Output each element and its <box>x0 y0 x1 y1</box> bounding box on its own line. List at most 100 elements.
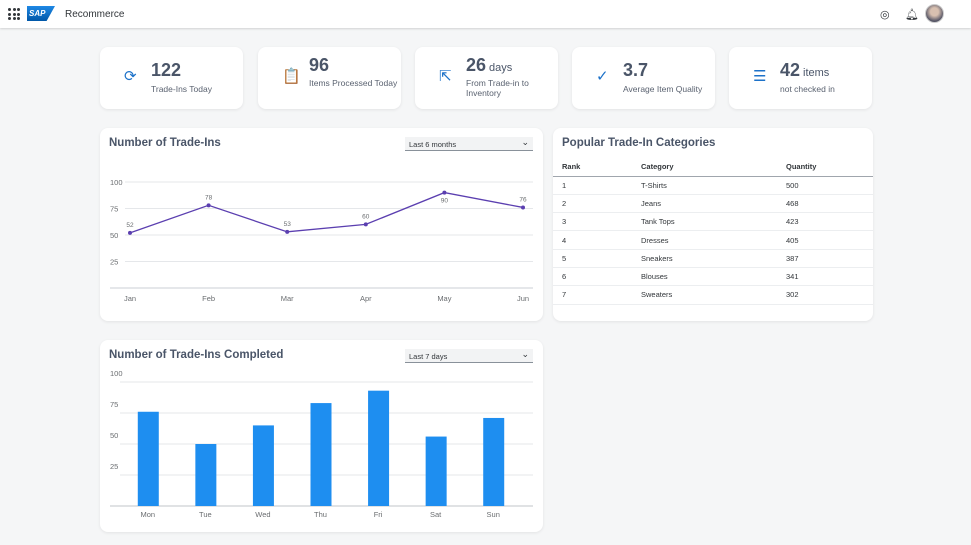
refresh-icon: ⟳ <box>124 68 137 85</box>
y-tick-label: 50 <box>110 431 118 440</box>
panel-title: Number of Trade-Ins Completed <box>109 349 284 361</box>
table-cell: 3 <box>553 212 641 232</box>
table-cell: Tank Tops <box>641 212 786 232</box>
kpi-value: 122 <box>151 60 184 81</box>
table-cell: 387 <box>786 249 873 268</box>
data-point <box>442 190 447 195</box>
bar <box>368 390 390 506</box>
kpi-number: 122 <box>151 60 182 80</box>
kpi-card[interactable]: ⇱ 26 days From Trade-in to Inventory <box>415 47 558 109</box>
x-tick-label: Sun <box>487 510 500 519</box>
kpi-value: 26 days <box>466 55 512 76</box>
data-label: 90 <box>441 198 449 205</box>
kpi-unit: items <box>803 67 830 79</box>
table-row[interactable]: 1 T-Shirts 500 <box>553 176 873 195</box>
clipboard-list-icon: ☰ <box>753 68 767 85</box>
check-circle-icon: ✓ <box>596 68 609 85</box>
data-point <box>363 222 368 227</box>
clipboard-check-icon: 📋 <box>282 68 301 85</box>
x-tick-label: Feb <box>202 294 215 303</box>
column-header[interactable]: Rank <box>553 158 641 177</box>
table-cell: 2 <box>553 194 641 214</box>
table-cell: 302 <box>786 285 873 305</box>
series-line <box>129 191 524 234</box>
select-value: Last 7 days <box>409 352 448 361</box>
table-cell: Dresses <box>641 230 786 250</box>
x-tick-label: Jun <box>517 294 529 303</box>
table-cell: 468 <box>786 194 873 214</box>
kpi-label: Trade-Ins Today <box>151 84 212 94</box>
sap-logo[interactable]: SAP <box>27 6 55 21</box>
kpi-value: 3.7 <box>623 60 651 81</box>
kpi-number: 3.7 <box>623 60 649 80</box>
x-tick-label: Mon <box>140 510 155 519</box>
x-tick-label: Tue <box>199 510 212 519</box>
kpi-card[interactable]: ⟳ 122 Trade-Ins Today <box>100 47 243 109</box>
arrow-out-icon: ⇱ <box>439 68 452 85</box>
table-row[interactable]: 7 Sweaters 302 <box>553 285 873 305</box>
y-tick-label: 100 <box>110 178 123 187</box>
app-title: Recommerce <box>65 9 125 20</box>
x-tick-label: Jan <box>124 294 136 303</box>
table-row[interactable]: 3 Tank Tops 423 <box>553 212 873 232</box>
data-point <box>206 203 211 208</box>
bar <box>252 425 274 506</box>
period-select[interactable]: Last 6 months ⌄ <box>405 137 533 151</box>
bell-icon[interactable]: 🔔︎ <box>905 9 919 21</box>
x-tick-label: Apr <box>360 294 372 303</box>
categories-table-panel: Popular Trade-In Categories Rank Category… <box>553 128 873 321</box>
avatar[interactable] <box>925 4 944 23</box>
table-cell: 6 <box>553 267 641 287</box>
table-row[interactable]: 4 Dresses 405 <box>553 230 873 250</box>
table-cell: 405 <box>786 230 873 250</box>
data-label: 52 <box>126 222 134 229</box>
data-point <box>128 230 132 235</box>
select-value: Last 6 months <box>409 140 457 149</box>
data-point <box>285 229 290 234</box>
y-tick-label: 100 <box>110 369 123 378</box>
table-row[interactable]: 5 Sneakers 387 <box>553 249 873 268</box>
kpi-card[interactable]: ✓ 3.7 Average Item Quality <box>572 47 715 109</box>
x-tick-label: May <box>437 294 451 303</box>
chevron-down-icon: ⌄ <box>521 137 529 147</box>
data-label: 60 <box>362 213 370 220</box>
x-tick-label: Sat <box>430 510 442 519</box>
kpi-value: 42 items <box>780 60 829 81</box>
kpi-number: 26 <box>466 55 487 75</box>
table-cell: 341 <box>786 267 873 287</box>
kpi-label: Average Item Quality <box>623 84 703 94</box>
table-cell: 500 <box>786 176 873 195</box>
panel-title: Number of Trade-Ins <box>109 137 221 149</box>
y-tick-label: 75 <box>110 205 118 214</box>
x-tick-label: Wed <box>255 510 270 519</box>
y-tick-label: 25 <box>110 462 118 471</box>
x-tick-label: Fri <box>374 510 383 519</box>
bar <box>137 411 159 506</box>
bar <box>310 403 332 506</box>
table-cell: Sweaters <box>641 285 786 305</box>
x-tick-label: Thu <box>314 510 327 519</box>
data-label: 76 <box>519 196 527 203</box>
data-label: 53 <box>284 221 292 228</box>
bar <box>425 436 447 506</box>
column-header[interactable]: Category <box>641 158 786 177</box>
table-row[interactable]: 2 Jeans 468 <box>553 194 873 214</box>
kpi-card[interactable]: ☰ 42 items not checked in <box>729 47 872 109</box>
y-tick-label: 25 <box>110 258 118 267</box>
chevron-down-icon: ⌄ <box>521 349 529 359</box>
shell-bar: SAP Recommerce ◎ 🔔︎ <box>0 0 971 28</box>
column-header[interactable]: Quantity <box>786 158 873 177</box>
data-label: 78 <box>205 194 213 201</box>
kpi-card[interactable]: 📋 96 Items Processed Today <box>258 47 401 109</box>
period-select[interactable]: Last 7 days ⌄ <box>405 349 533 363</box>
kpi-label: Items Processed Today <box>309 78 398 88</box>
bar <box>195 444 217 506</box>
help-icon[interactable]: ◎ <box>880 9 890 21</box>
bar-chart: 25 50 75 100 Mon Tue Wed Thu Fri Sat Sun <box>110 369 533 519</box>
table-row[interactable]: 6 Blouses 341 <box>553 267 873 287</box>
grid-menu-icon[interactable] <box>8 8 20 20</box>
bar <box>483 417 505 506</box>
y-tick-label: 50 <box>110 231 118 240</box>
data-point <box>521 205 525 210</box>
kpi-number: 42 <box>780 60 801 80</box>
